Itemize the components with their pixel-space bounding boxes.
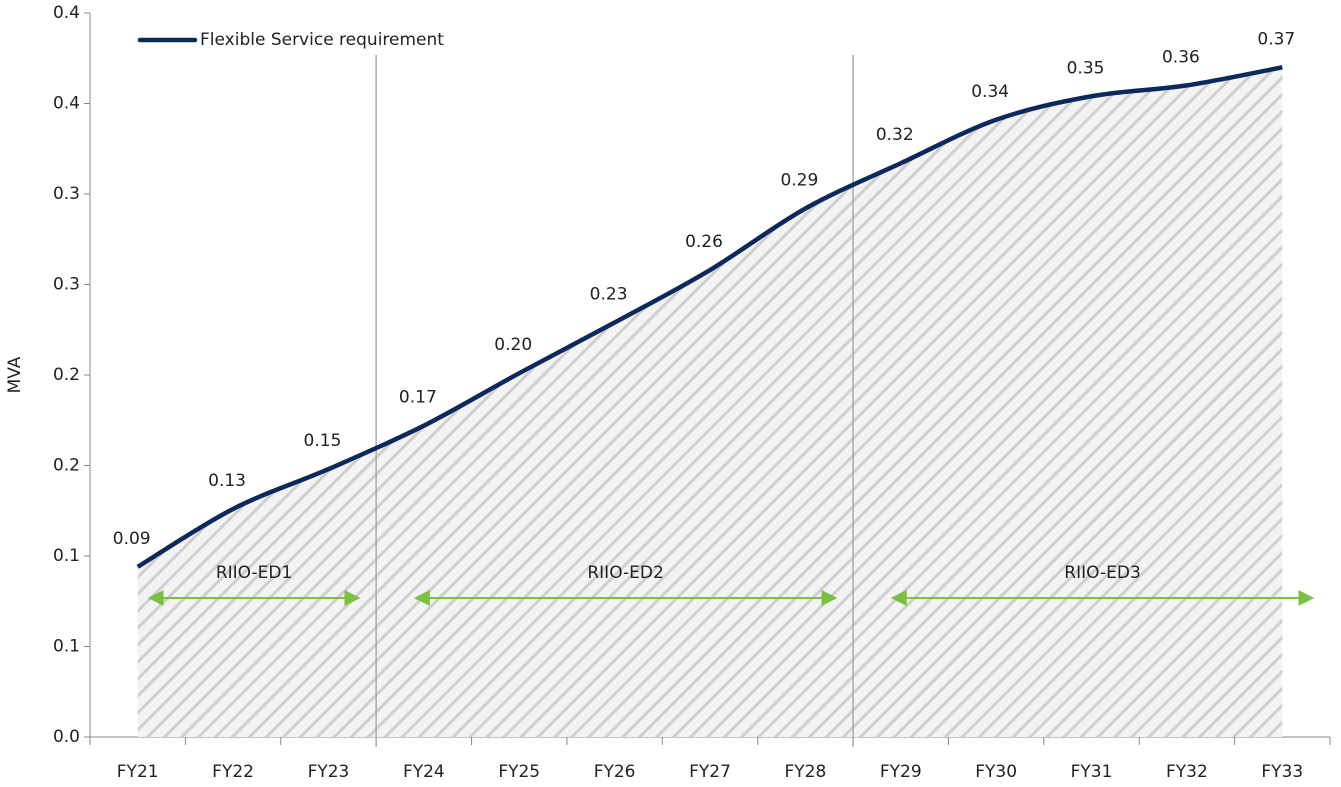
data-label: 0.29	[780, 170, 818, 190]
data-label: 0.15	[304, 431, 342, 451]
data-label: 0.13	[208, 471, 246, 491]
legend-label: Flexible Service requirement	[200, 30, 444, 50]
data-label: 0.20	[494, 335, 532, 355]
x-tick-label: FY32	[1166, 762, 1208, 782]
y-tick-label: 0.4	[53, 3, 80, 23]
x-tick-label: FY27	[689, 762, 731, 782]
x-tick-label: FY31	[1071, 762, 1113, 782]
x-tick-label: FY23	[308, 762, 350, 782]
x-tick-label: FY30	[975, 762, 1017, 782]
x-tick-label: FY22	[212, 762, 254, 782]
x-tick-label: FY24	[403, 762, 445, 782]
y-tick-label: 0.3	[53, 184, 80, 204]
data-label: 0.35	[1067, 58, 1105, 78]
area	[137, 67, 1283, 738]
line	[136, 65, 1283, 569]
data-label: 0.32	[876, 125, 914, 145]
x-tick-label: FY26	[594, 762, 636, 782]
y-axis-title: MVA	[5, 356, 25, 393]
y-tick-label: 0.1	[53, 637, 80, 657]
y-tick-label: 0.2	[53, 365, 80, 385]
data-label: 0.17	[399, 388, 437, 408]
data-label: 0.26	[685, 232, 723, 252]
x-tick-label: FY28	[784, 762, 826, 782]
period-label: RIIO-ED1	[216, 563, 292, 583]
data-label: 0.23	[590, 285, 628, 305]
x-tick-label: FY29	[880, 762, 922, 782]
data-label: 0.09	[113, 529, 151, 549]
period-label: RIIO-ED2	[587, 563, 663, 583]
y-tick-label: 0.3	[53, 275, 80, 295]
data-label: 0.34	[971, 82, 1009, 102]
y-tick-label: 0.4	[53, 94, 80, 114]
y-tick-label: 0.0	[53, 727, 80, 747]
x-tick-label: FY21	[117, 762, 159, 782]
data-label: 0.36	[1162, 47, 1200, 67]
period-label: RIIO-ED3	[1064, 563, 1140, 583]
y-tick-label: 0.1	[53, 546, 80, 566]
x-tick-label: FY25	[498, 762, 540, 782]
x-tick-label: FY33	[1261, 762, 1303, 782]
data-label: 0.37	[1257, 29, 1295, 49]
y-tick-label: 0.2	[53, 456, 80, 476]
